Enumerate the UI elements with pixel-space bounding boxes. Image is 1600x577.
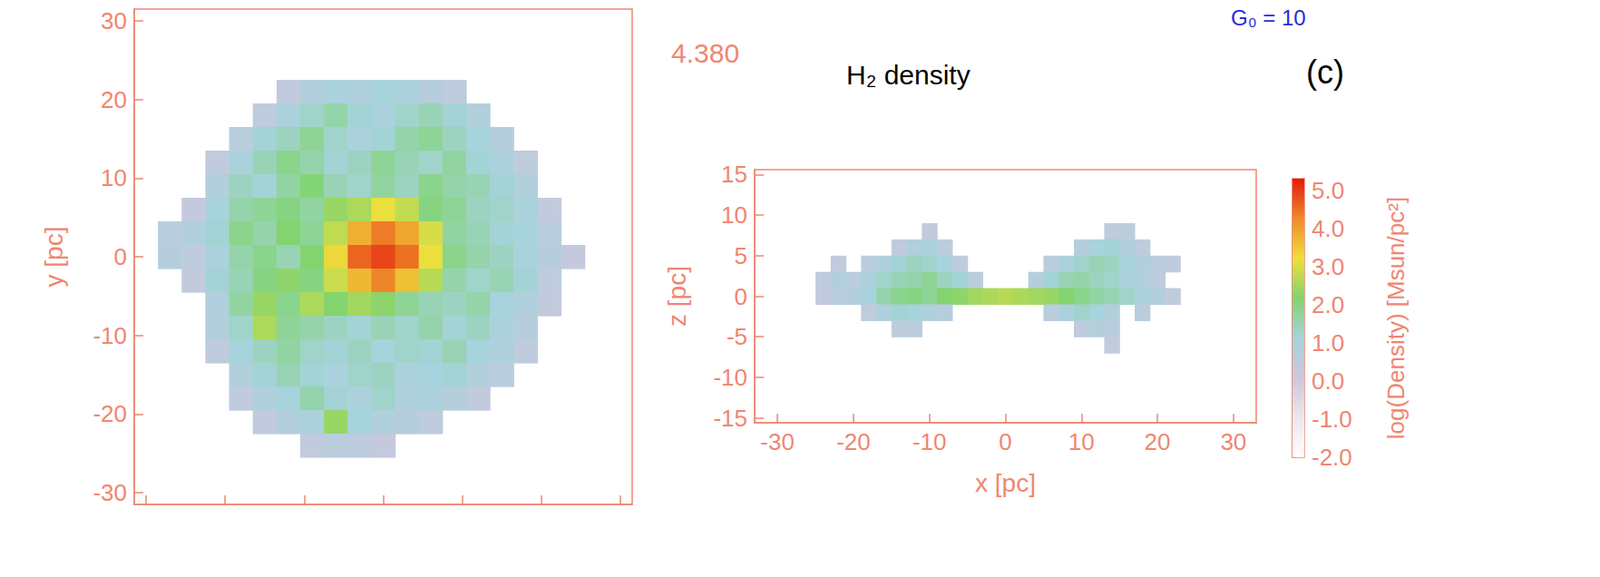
svg-text:-10: -10	[712, 363, 748, 391]
svg-text:15: 15	[721, 160, 748, 188]
svg-text:0: 0	[998, 428, 1012, 456]
svg-text:4.0: 4.0	[1311, 214, 1345, 243]
svg-text:3.0: 3.0	[1311, 253, 1345, 281]
svg-text:-2.0: -2.0	[1311, 443, 1353, 471]
svg-text:5.0: 5.0	[1311, 176, 1345, 205]
svg-text:y [pc]: y [pc]	[39, 226, 69, 288]
svg-text:z [pc]: z [pc]	[663, 265, 692, 327]
svg-text:1.0: 1.0	[1311, 329, 1345, 357]
svg-text:20: 20	[100, 86, 127, 114]
svg-text:-20: -20	[92, 400, 127, 428]
svg-text:30: 30	[100, 7, 127, 35]
svg-text:-10: -10	[912, 428, 947, 456]
svg-text:20: 20	[1144, 428, 1171, 456]
svg-text:-10: -10	[92, 321, 127, 350]
svg-text:-15: -15	[712, 404, 748, 432]
svg-text:H₂ density: H₂ density	[846, 59, 971, 90]
svg-text:2.0: 2.0	[1311, 291, 1345, 319]
svg-text:10: 10	[721, 201, 748, 229]
svg-text:-30: -30	[92, 478, 127, 507]
svg-text:x [pc]: x [pc]	[975, 468, 1036, 498]
svg-text:10: 10	[1068, 428, 1095, 456]
svg-text:0.0: 0.0	[1311, 367, 1345, 395]
svg-text:4.380: 4.380	[671, 38, 740, 69]
svg-text:(c): (c)	[1306, 53, 1345, 91]
svg-text:log(Density) [Msun/pc²]: log(Density) [Msun/pc²]	[1382, 196, 1410, 440]
svg-text:-5: -5	[726, 322, 748, 351]
svg-text:-30: -30	[760, 428, 795, 456]
svg-text:0: 0	[734, 282, 748, 311]
svg-text:G₀ = 10: G₀ = 10	[1230, 5, 1307, 30]
svg-text:-1.0: -1.0	[1311, 405, 1353, 433]
svg-text:-20: -20	[836, 428, 871, 456]
svg-text:10: 10	[100, 164, 127, 192]
svg-text:0: 0	[114, 243, 127, 271]
svg-text:30: 30	[1219, 428, 1247, 456]
svg-text:5: 5	[734, 242, 748, 270]
